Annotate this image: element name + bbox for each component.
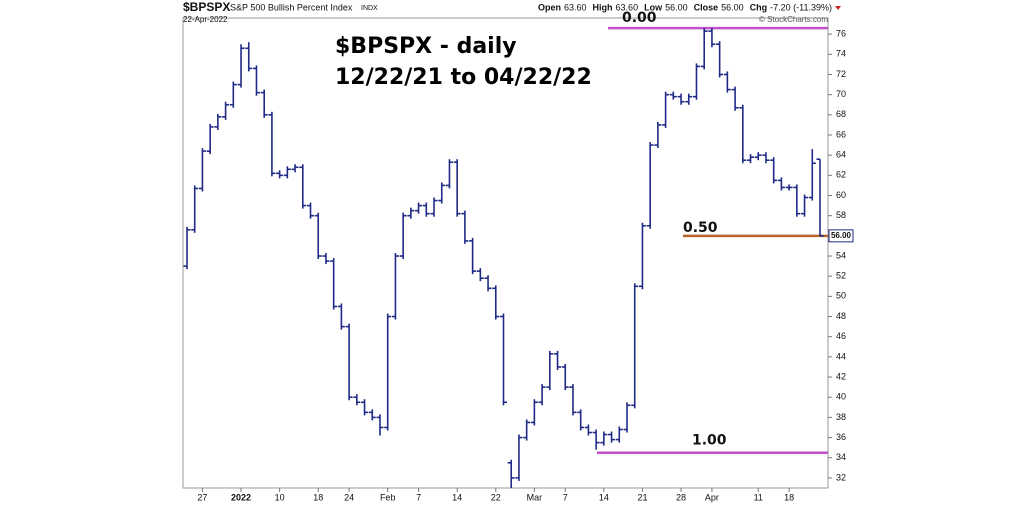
quote-value: 63.60 [564,2,587,12]
x-tick-label: 7 [563,492,568,502]
y-tick-label: 60 [836,190,846,200]
y-tick-label: 40 [836,392,846,402]
x-tick-label: 22 [491,492,501,502]
y-tick-label: 44 [836,351,846,361]
x-tick-label: 24 [344,492,354,502]
plot-frame [182,17,829,489]
x-tick-label: Apr [705,492,719,502]
y-tick-label: 70 [836,89,846,99]
x-tick-label: 27 [197,492,207,502]
fib-label: 1.00 [692,433,727,449]
y-tick-label: 50 [836,291,846,301]
quote-value: 63.60 [616,2,639,12]
x-tick-label: 18 [313,492,323,502]
x-tick-label: Feb [380,492,396,502]
annotation: 12/22/21 to 04/22/22 [335,65,592,90]
symbol: $BPSPX [183,0,230,14]
x-tick-label: 2022 [231,492,251,502]
down-arrow [835,6,842,10]
y-tick-label: 58 [836,210,846,220]
y-tick-label: 46 [836,331,846,341]
x-tick-label: 14 [452,492,462,502]
x-tick-label: 11 [754,492,763,502]
y-tick-label: 62 [836,170,846,180]
quote-label: High [593,2,613,12]
y-tick-label: 66 [836,129,846,139]
y-tick-label: 74 [836,49,846,59]
x-tick-label: 10 [275,492,285,502]
exchange: INDX [361,5,378,12]
credit: © StockCharts.com [759,15,828,24]
quote-label: Close [694,2,719,12]
x-tick-label: 7 [416,492,421,502]
fib-label: 0.50 [683,220,718,236]
quote-value: -7.20 (-11.39%) [770,2,832,12]
y-tick-label: 52 [836,271,846,281]
y-tick-label: 42 [836,371,846,381]
y-tick-label: 54 [836,250,846,260]
y-tick-label: 76 [836,29,846,39]
quote-value: 56.00 [721,2,744,12]
last-price-box [828,229,854,243]
y-tick-label: 72 [836,69,846,79]
x-tick-label: 21 [637,492,647,502]
date: 22-Apr-2022 [183,15,228,24]
annotation: $BPSPX - daily [335,34,517,59]
y-tick-label: 64 [836,150,846,160]
quote-label: Chg [750,2,768,12]
x-tick-label: 28 [676,492,686,502]
x-tick-label: 18 [784,492,794,502]
quote-label: Open [538,2,561,12]
y-tick-label: 38 [836,412,846,422]
fib-label: 0.00 [622,10,657,26]
last-price-label: 56.00 [831,231,852,240]
y-tick-label: 32 [836,472,846,482]
quote-label: Low [644,2,663,12]
x-tick-label: 14 [599,492,609,502]
quote-value: 56.00 [665,2,688,12]
y-tick-label: 36 [836,432,846,442]
y-tick-label: 48 [836,311,846,321]
x-tick-label: Mar [527,492,543,502]
chart-title: S&P 500 Bullish Percent Index [230,2,353,12]
y-tick-label: 68 [836,109,846,119]
y-tick-label: 34 [836,452,846,462]
